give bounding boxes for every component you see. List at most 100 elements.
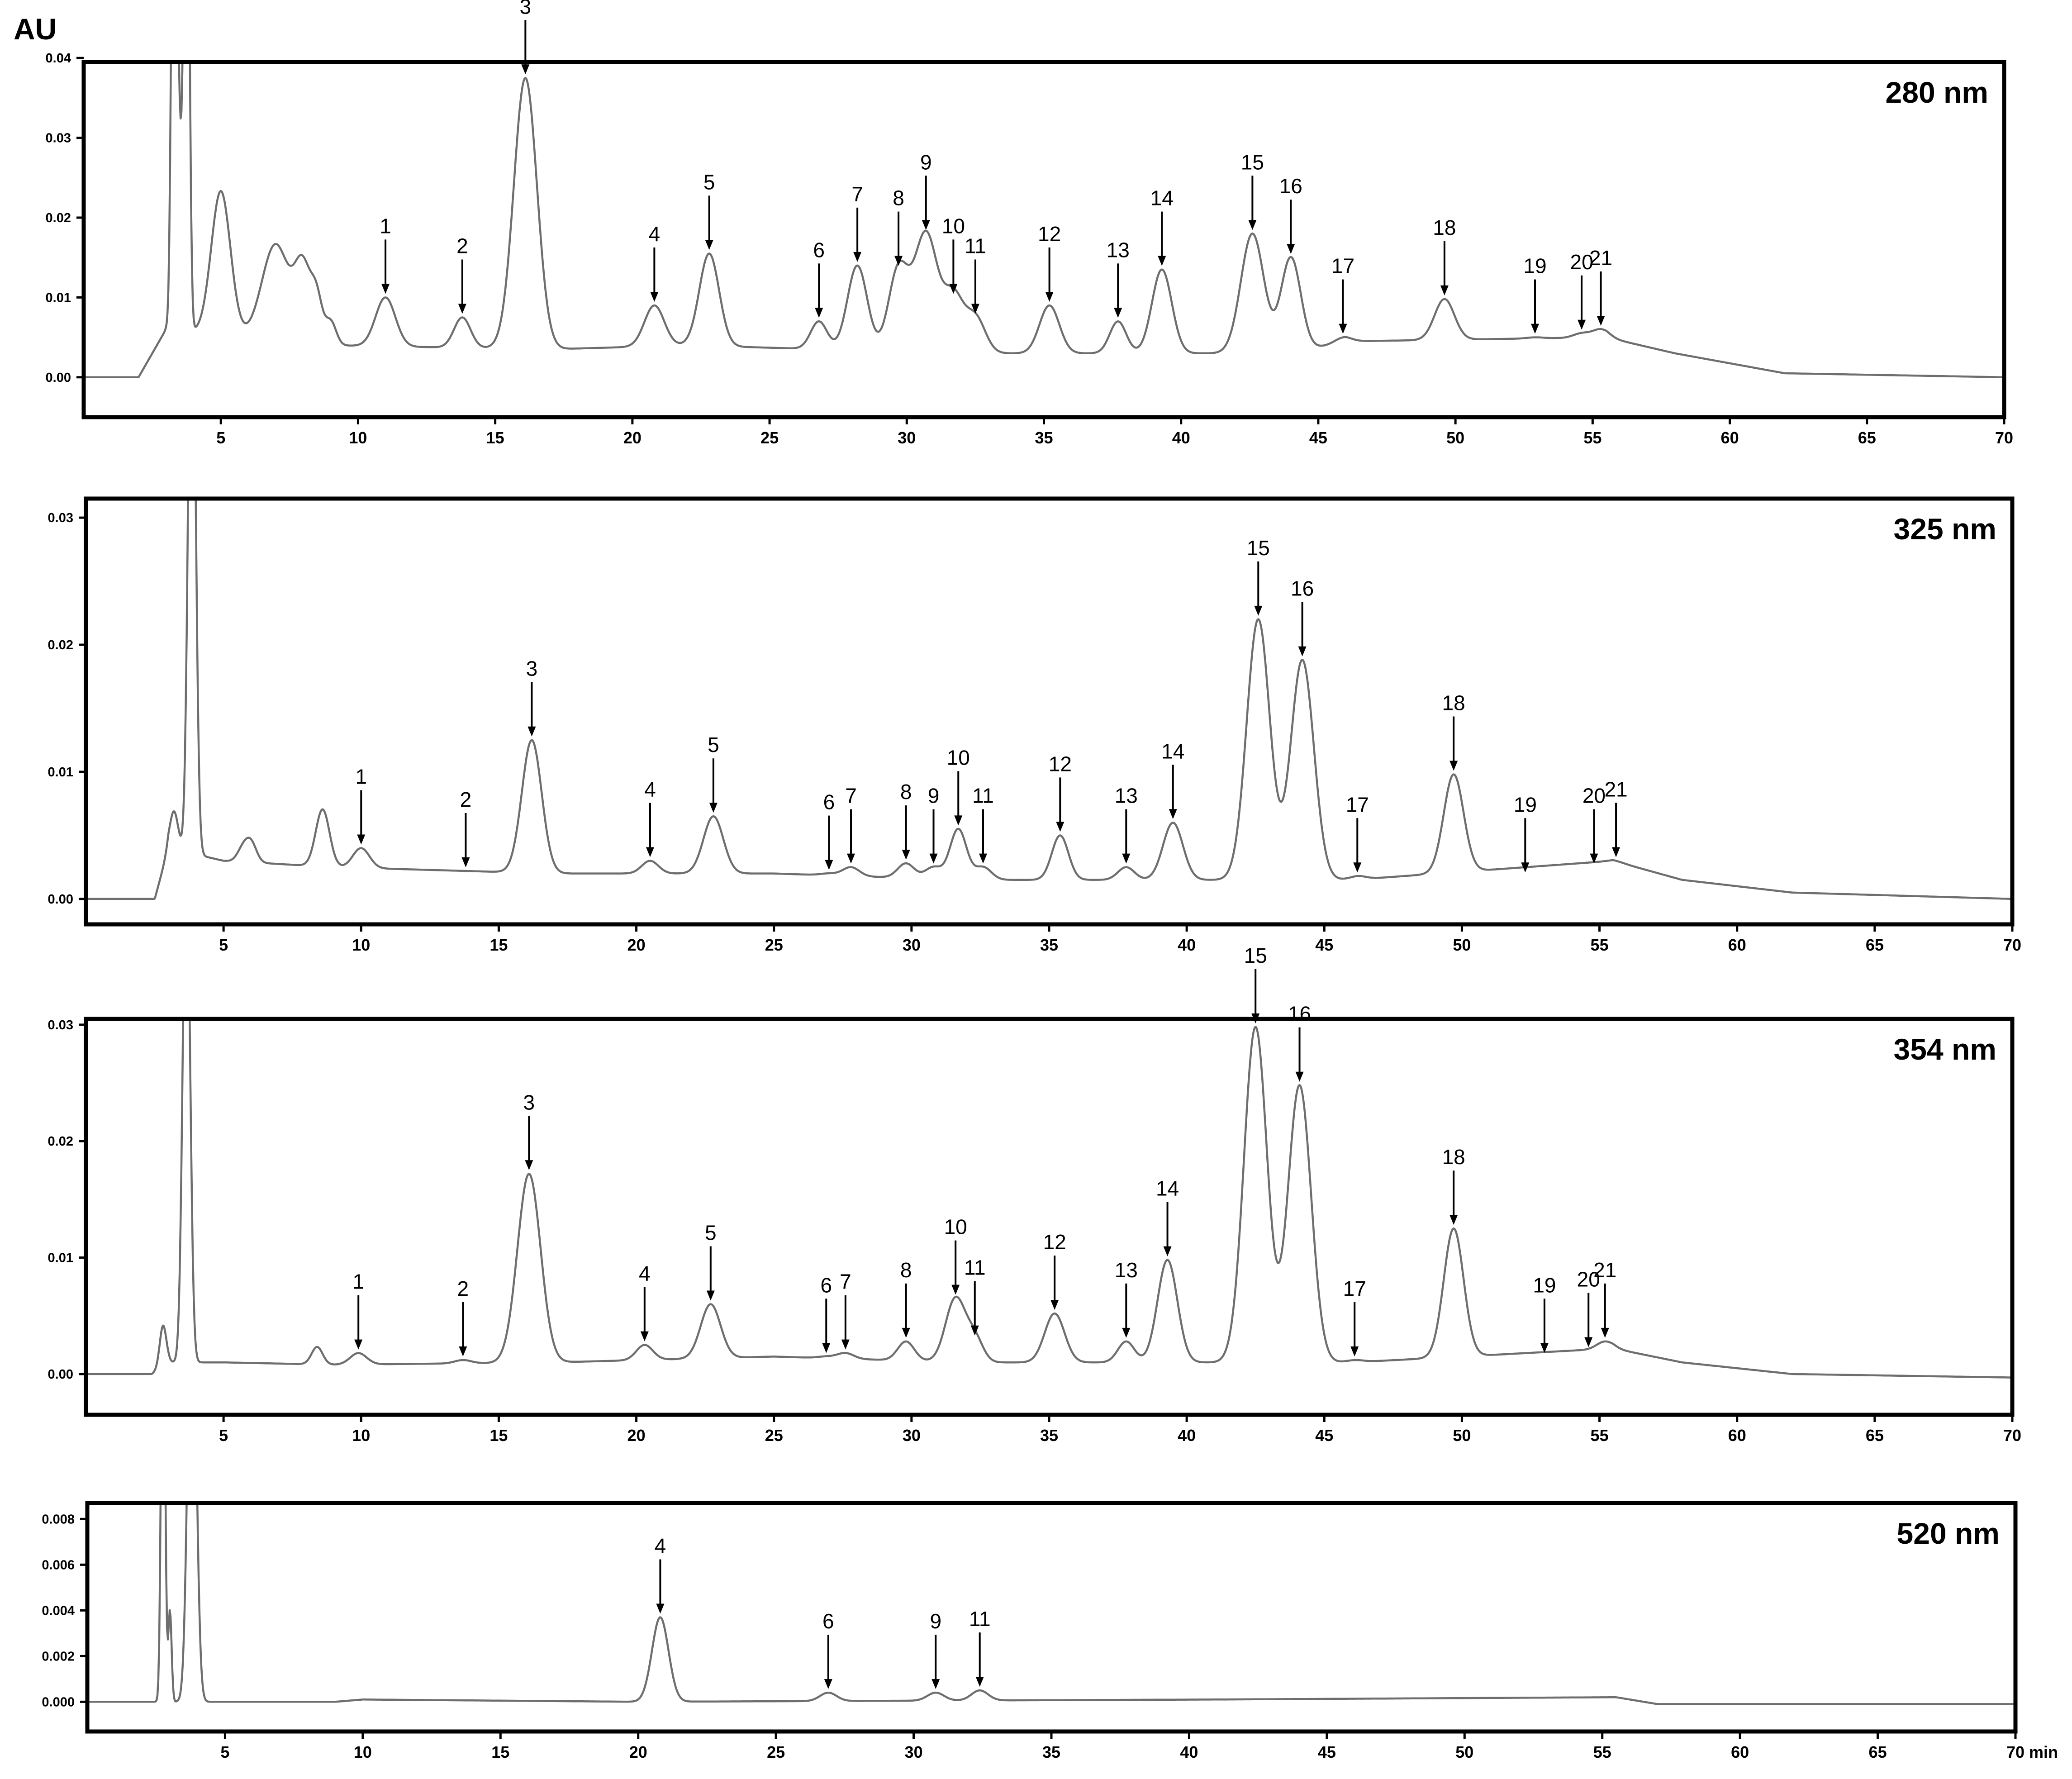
peak-label: 21 xyxy=(1604,778,1627,801)
peak-label: 5 xyxy=(703,170,715,194)
x-tick-label: 25 xyxy=(765,936,783,954)
peak-arrow-head xyxy=(1248,220,1257,230)
peak-label: 16 xyxy=(1291,577,1314,600)
y-tick-label: 0.03 xyxy=(46,131,71,146)
x-tick-label: 55 xyxy=(1583,428,1602,447)
peak-label: 9 xyxy=(930,1609,941,1633)
peak-label: 11 xyxy=(964,1256,986,1280)
peak-label: 1 xyxy=(352,1270,364,1294)
peak-arrow-head xyxy=(824,1679,832,1689)
x-tick-label: 50 xyxy=(1446,428,1464,447)
x-tick-label: 40 xyxy=(1178,1426,1196,1445)
y-tick-label: 0.00 xyxy=(48,1367,73,1382)
peak-label: 6 xyxy=(813,238,825,262)
x-tick-label: 45 xyxy=(1309,428,1327,447)
x-tick-label: 45 xyxy=(1315,936,1333,954)
peak-arrow-head xyxy=(1298,646,1307,656)
x-tick-label: 30 xyxy=(903,1426,921,1445)
peak-arrow-head xyxy=(1612,847,1621,857)
peak-arrow-head xyxy=(1584,1337,1593,1347)
peak-label: 11 xyxy=(972,784,994,808)
peak-arrow-head xyxy=(528,726,536,737)
x-tick-label: 10 xyxy=(349,428,367,447)
peak-label: 16 xyxy=(1279,174,1302,198)
peak-label: 2 xyxy=(457,1277,469,1300)
peak-label: 7 xyxy=(851,182,863,206)
peak-label: 12 xyxy=(1038,222,1061,246)
peak-arrow-head xyxy=(461,857,470,868)
peak-label: 15 xyxy=(1247,536,1270,560)
x-tick-label: 65 xyxy=(1869,1743,1887,1761)
y-tick-label: 0.008 xyxy=(42,1512,75,1527)
x-tick-label: 5 xyxy=(220,1743,229,1761)
peak-arrow-head xyxy=(1590,853,1598,864)
plot-frame xyxy=(84,1017,2015,1417)
peak-arrow-head xyxy=(1521,862,1530,873)
peak-label: 15 xyxy=(1244,944,1267,967)
peak-arrow-head xyxy=(640,1331,649,1341)
peak-arrow-head xyxy=(656,1603,665,1614)
peak-label: 8 xyxy=(900,780,912,804)
peak-arrow-head xyxy=(525,1160,533,1170)
y-tick-label: 0.004 xyxy=(42,1603,75,1618)
x-tick-label: 70 xyxy=(2003,936,2021,954)
peak-arrow-head xyxy=(979,853,988,864)
x-tick-label: 35 xyxy=(1035,428,1053,447)
x-tick-label: 25 xyxy=(767,1743,785,1761)
peak-label: 17 xyxy=(1346,793,1369,816)
peak-arrow-head xyxy=(1163,1246,1172,1256)
peak-label: 4 xyxy=(639,1262,651,1285)
peak-arrow-head xyxy=(853,252,862,262)
peak-label: 21 xyxy=(1593,1258,1616,1282)
y-tick-label: 0.04 xyxy=(46,51,71,66)
peak-arrow-head xyxy=(1056,822,1065,832)
peak-label: 19 xyxy=(1514,793,1537,816)
peak-arrow-head xyxy=(1050,1300,1059,1310)
y-tick-label: 0.03 xyxy=(48,511,73,525)
peak-arrow-head xyxy=(970,1325,979,1336)
chromatogram-panel-3: 5 10 15 20 25 30 35 40 45 50 55 60 65 700.000.010.020… xyxy=(48,944,2021,1445)
peak-arrow-head xyxy=(357,834,366,845)
x-tick-label: 25 xyxy=(760,428,779,447)
wavelength-label: 280 nm xyxy=(1886,76,1988,109)
peak-arrow-head xyxy=(951,1284,960,1295)
peak-label: 11 xyxy=(965,234,986,257)
y-tick-label: 0.02 xyxy=(48,638,73,652)
x-tick-label: 15 xyxy=(489,936,508,954)
x-tick-label: 20 xyxy=(623,428,642,447)
y-tick-label: 0.01 xyxy=(46,290,71,305)
chromatogram-trace-4 xyxy=(87,1503,2015,1705)
x-tick-label: 10 xyxy=(352,1426,370,1445)
y-tick-label: 0.002 xyxy=(42,1649,75,1664)
peak-label: 9 xyxy=(928,784,940,808)
x-tick-label: 45 xyxy=(1315,1426,1333,1445)
peak-arrow-head xyxy=(1254,605,1263,616)
chromatogram-trace-3 xyxy=(86,1019,2012,1379)
x-tick-label: 15 xyxy=(489,1426,508,1445)
peak-label: 18 xyxy=(1433,216,1456,239)
plot-frame xyxy=(85,1501,2018,1734)
x-tick-label: 60 xyxy=(1721,428,1739,447)
wavelength-label: 354 nm xyxy=(1894,1032,1996,1066)
x-tick-label: 55 xyxy=(1591,936,1609,954)
y-tick-label: 0.03 xyxy=(48,1018,73,1032)
wavelength-label: 325 nm xyxy=(1894,512,1996,546)
peak-arrow-head xyxy=(1449,761,1458,771)
peak-label: 13 xyxy=(1115,1258,1138,1282)
x-tick-label: 15 xyxy=(486,428,504,447)
peak-arrow-head xyxy=(1122,1327,1131,1338)
peak-arrow-head xyxy=(1353,862,1362,873)
x-tick-label: 60 xyxy=(1731,1743,1749,1761)
peak-label: 3 xyxy=(523,1090,535,1114)
x-tick-label: 35 xyxy=(1040,936,1058,954)
peak-label: 1 xyxy=(355,765,367,788)
y-tick-label: 0.02 xyxy=(46,211,71,225)
peak-arrow-head xyxy=(825,860,833,870)
peak-arrow-head xyxy=(841,1339,850,1350)
x-tick-label: 55 xyxy=(1591,1426,1609,1445)
y-axis-unit-label: AU xyxy=(14,12,57,46)
peak-label: 12 xyxy=(1049,752,1072,775)
peak-arrow-head xyxy=(1578,319,1586,330)
x-tick-label: 50 xyxy=(1453,936,1471,954)
